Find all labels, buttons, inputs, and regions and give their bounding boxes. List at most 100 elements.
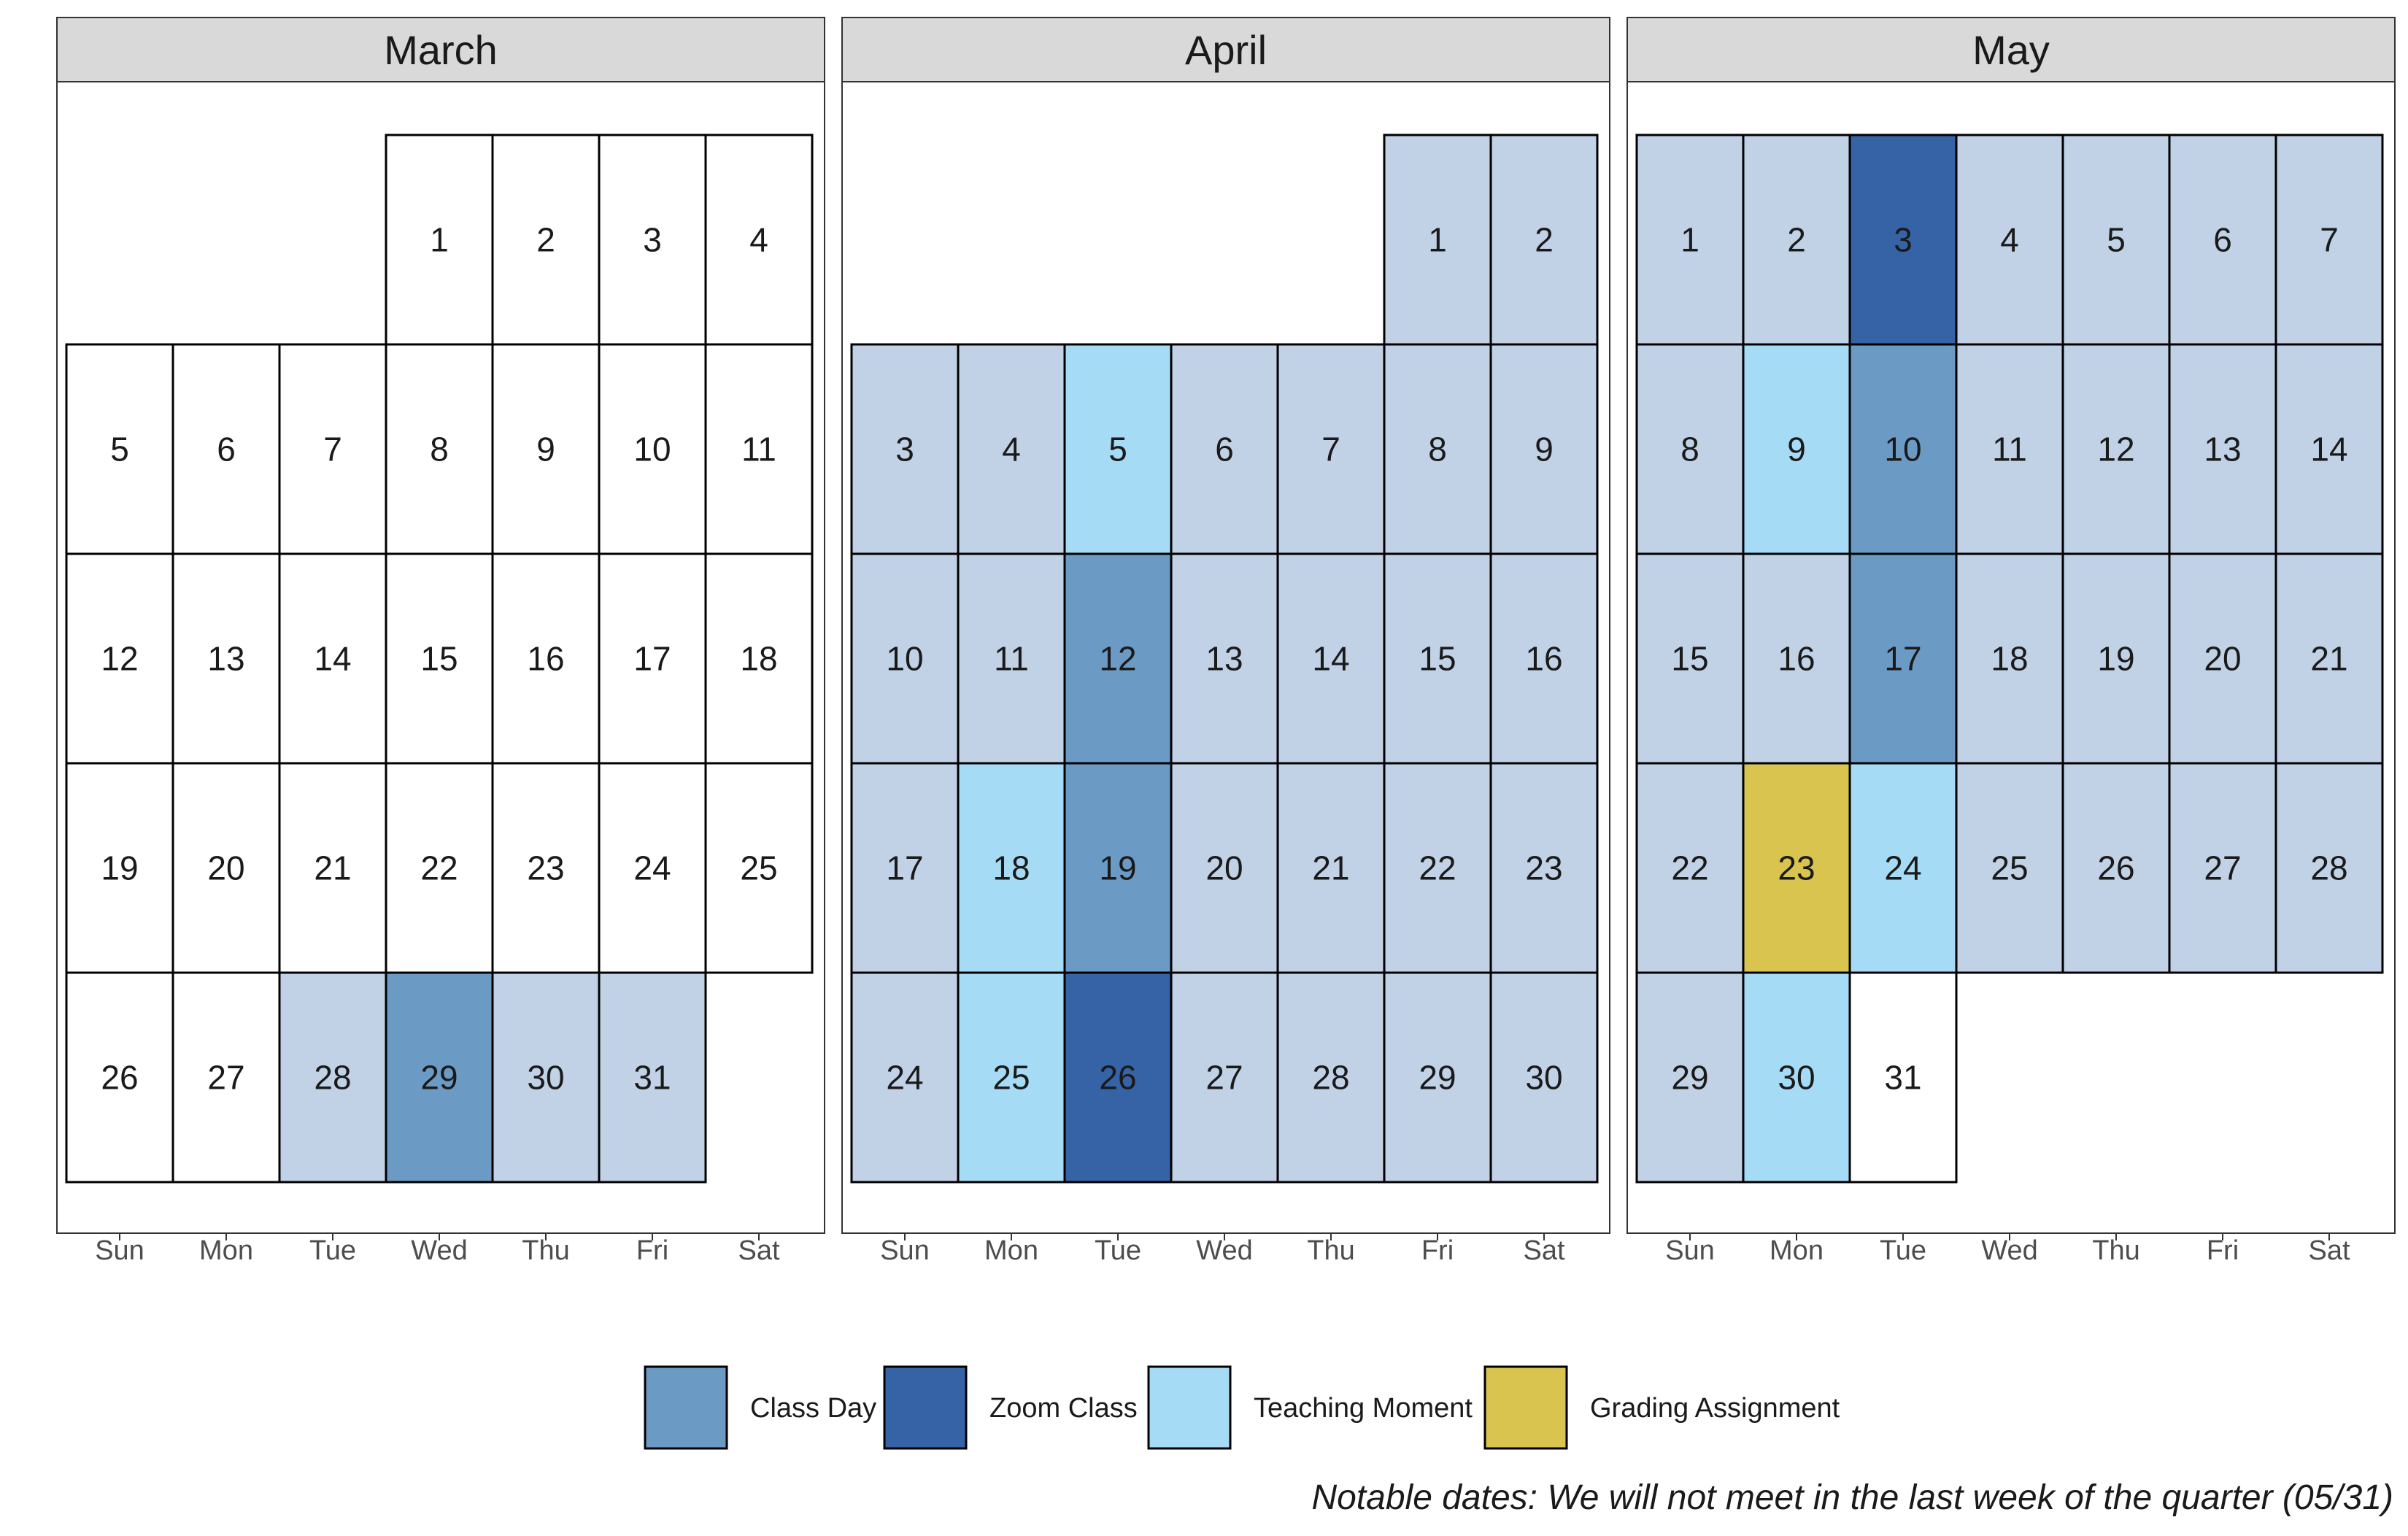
day-cell-may-31 (1848, 971, 1958, 1184)
legend-label: Teaching Moment (1254, 1393, 1473, 1424)
day-number: 29 (1671, 1059, 1708, 1097)
month-strip (841, 17, 1610, 82)
month-title: March (384, 27, 498, 73)
day-cell-may-14 (2274, 343, 2384, 555)
legend-label: Class Day (750, 1393, 876, 1424)
day-number: 3 (643, 221, 662, 259)
day-number: 4 (749, 221, 768, 259)
weekday-label-thu: Thu (2092, 1235, 2139, 1266)
day-number: 6 (2213, 221, 2232, 259)
day-number: 1 (430, 221, 449, 259)
day-number: 7 (2320, 221, 2339, 259)
day-number: 5 (1108, 431, 1127, 468)
day-cell-april-28 (1276, 971, 1386, 1184)
day-number: 22 (420, 849, 458, 887)
day-cell-march-4 (704, 134, 814, 346)
day-number: 31 (633, 1059, 671, 1097)
day-cell-march-12 (65, 552, 174, 765)
day-number: 15 (1419, 640, 1456, 678)
day-number: 25 (740, 849, 777, 887)
day-cell-may-10 (1848, 343, 1958, 555)
weekday-label-sun: Sun (95, 1235, 144, 1266)
day-number: 18 (992, 849, 1030, 887)
weekday-label-mon: Mon (1770, 1235, 1824, 1266)
day-number: 18 (740, 640, 777, 678)
day-number: 12 (1099, 640, 1136, 678)
weekday-label-wed: Wed (1981, 1235, 2037, 1266)
day-cell-may-4 (1955, 134, 2064, 346)
day-number: 28 (1312, 1059, 1349, 1097)
day-number: 21 (2310, 640, 2347, 678)
caption: Notable dates: We will not meet in the l… (1311, 1478, 2393, 1517)
day-number: 19 (101, 849, 138, 887)
day-number: 11 (994, 640, 1029, 678)
legend: Class Day Zoom Class Teaching Moment Gradin… (644, 1365, 1840, 1450)
month-strip (56, 17, 825, 82)
day-cell-march-18 (704, 552, 814, 765)
day-cell-march-16 (491, 552, 601, 765)
day-number: 21 (1312, 849, 1349, 887)
day-cell-april-30 (1489, 971, 1599, 1184)
weekday-label-mon: Mon (984, 1235, 1038, 1266)
weekday-label-sat: Sat (1523, 1235, 1564, 1266)
day-cell-march-15 (385, 552, 494, 765)
day-number: 20 (207, 849, 244, 887)
legend-item-grade: Grading Assignment (1483, 1365, 1840, 1450)
day-number: 13 (207, 640, 244, 678)
day-number: 4 (2000, 221, 2019, 259)
day-number: 10 (1884, 431, 1921, 468)
day-number: 12 (101, 640, 138, 678)
weekday-label-thu: Thu (1307, 1235, 1354, 1266)
day-cell-march-1 (385, 134, 494, 346)
day-number: 16 (1778, 640, 1815, 678)
day-cell-march-21 (278, 762, 387, 974)
day-cell-may-30 (1742, 971, 1851, 1184)
day-number: 27 (207, 1059, 244, 1097)
day-number: 13 (1205, 640, 1243, 678)
day-number: 7 (323, 431, 342, 468)
day-number: 14 (2310, 431, 2347, 468)
day-number: 23 (1525, 849, 1562, 887)
day-number: 11 (741, 431, 776, 468)
day-number: 28 (2310, 849, 2347, 887)
legend-key (644, 1365, 728, 1450)
day-cell-may-26 (2061, 762, 2171, 974)
day-number: 29 (1419, 1059, 1456, 1097)
day-number: 19 (1099, 849, 1136, 887)
day-cell-april-4 (957, 343, 1066, 555)
weekday-label-sun: Sun (1665, 1235, 1715, 1266)
day-number: 23 (527, 849, 564, 887)
day-number: 24 (633, 849, 671, 887)
day-number: 22 (1419, 849, 1456, 887)
day-number: 17 (1884, 640, 1921, 678)
weekday-label-fri: Fri (1421, 1235, 1454, 1266)
day-cell-may-27 (2168, 762, 2277, 974)
day-number: 1 (1428, 221, 1447, 259)
day-cell-april-1 (1383, 134, 1492, 346)
weekday-label-sat: Sat (2308, 1235, 2350, 1266)
month-title: May (1972, 27, 2050, 73)
day-number: 21 (314, 849, 351, 887)
day-cell-march-29 (385, 971, 494, 1184)
day-number: 17 (886, 849, 923, 887)
day-cell-april-11 (957, 552, 1066, 765)
day-number: 20 (2204, 640, 2241, 678)
day-cell-april-24 (850, 971, 960, 1184)
day-cell-april-26 (1063, 971, 1173, 1184)
day-cell-march-26 (65, 971, 174, 1184)
day-number: 22 (1671, 849, 1708, 887)
day-number: 28 (314, 1059, 351, 1097)
day-number: 12 (2097, 431, 2134, 468)
day-cell-may-13 (2168, 343, 2277, 555)
legend-item-zoom: Zoom Class (883, 1365, 1138, 1450)
day-number: 5 (110, 431, 129, 468)
day-number: 26 (2097, 849, 2134, 887)
day-cell-march-17 (598, 552, 707, 765)
day-number: 27 (1205, 1059, 1243, 1097)
day-number: 9 (1535, 431, 1554, 468)
day-number: 10 (886, 640, 923, 678)
day-cell-april-29 (1383, 971, 1492, 1184)
day-cell-may-3 (1848, 134, 1958, 346)
